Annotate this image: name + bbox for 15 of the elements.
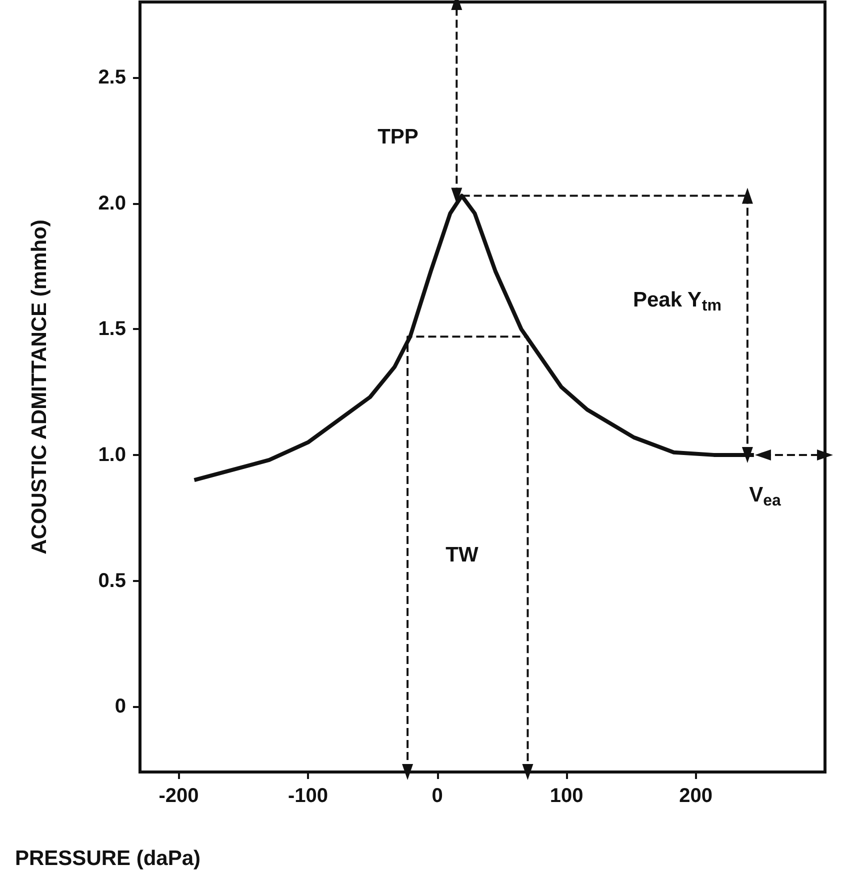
annotation: TW bbox=[446, 544, 478, 566]
y-axis-title: ACOUSTIC ADMITTANCE (mmho) bbox=[28, 220, 51, 554]
x-tick-label: 100 bbox=[550, 785, 584, 807]
x-tick-label: -200 bbox=[158, 785, 199, 807]
y-tick-label: 2.5 bbox=[98, 66, 126, 88]
y-tick-label: 0.5 bbox=[98, 570, 126, 592]
x-tick-label: 200 bbox=[679, 785, 712, 807]
y-tick-label: 0 bbox=[114, 696, 126, 718]
y-tick-label: 2.0 bbox=[98, 192, 126, 214]
y-tick-label: 1.0 bbox=[98, 444, 126, 466]
x-axis-title: PRESSURE (daPa) bbox=[15, 847, 201, 870]
x-tick-label: -100 bbox=[288, 785, 328, 807]
annotation: TPP bbox=[378, 126, 418, 148]
x-tick-label: 0 bbox=[432, 785, 443, 807]
y-tick-label: 1.5 bbox=[98, 318, 126, 340]
